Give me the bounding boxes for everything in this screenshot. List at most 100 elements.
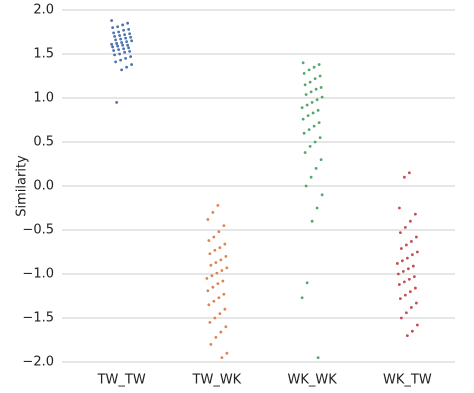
point <box>124 36 128 40</box>
y-tick-label: −1.0 <box>22 267 54 282</box>
point <box>122 47 126 51</box>
point <box>114 38 118 42</box>
point <box>205 277 209 280</box>
point <box>129 35 133 39</box>
point <box>206 218 210 221</box>
point <box>209 263 213 267</box>
point <box>409 306 413 309</box>
point <box>111 26 115 29</box>
point <box>312 65 316 69</box>
point <box>308 145 312 148</box>
point <box>414 301 418 305</box>
point <box>301 61 305 65</box>
point <box>208 252 212 256</box>
point <box>125 65 129 69</box>
point <box>308 80 312 84</box>
point <box>312 124 316 128</box>
point <box>316 108 320 112</box>
point <box>314 167 318 170</box>
point <box>121 23 125 27</box>
point <box>415 250 419 254</box>
point <box>412 275 416 279</box>
point <box>122 28 126 32</box>
point <box>320 95 324 99</box>
point <box>318 136 322 140</box>
point <box>127 46 131 50</box>
point <box>221 279 225 283</box>
point <box>222 292 226 296</box>
point <box>413 212 417 216</box>
point <box>117 48 121 51</box>
point <box>401 269 405 273</box>
point <box>220 269 224 272</box>
point <box>310 219 314 223</box>
point <box>112 31 116 35</box>
point <box>318 74 322 78</box>
point <box>403 293 407 297</box>
point <box>217 296 221 300</box>
point <box>214 335 218 339</box>
point <box>208 321 212 324</box>
point <box>309 175 313 179</box>
point <box>304 93 308 96</box>
point <box>127 27 131 31</box>
point <box>116 44 120 48</box>
point <box>405 256 409 260</box>
y-tick-label: −0.5 <box>22 223 54 238</box>
point <box>307 128 311 132</box>
point <box>211 211 215 214</box>
point <box>314 87 318 91</box>
point <box>404 243 408 247</box>
point <box>215 271 219 275</box>
point <box>410 329 414 333</box>
point <box>317 63 321 66</box>
point <box>119 58 123 62</box>
point <box>111 45 115 49</box>
x-tick-label: WK_TW <box>383 373 432 388</box>
point <box>213 248 217 252</box>
point <box>301 117 305 121</box>
point <box>302 71 306 75</box>
point <box>210 274 214 278</box>
point <box>415 323 419 327</box>
point <box>207 303 211 307</box>
y-tick-label: −2.0 <box>22 355 54 370</box>
x-tick-label: WK_WK <box>287 373 337 388</box>
point <box>304 184 308 188</box>
point <box>407 171 411 175</box>
point <box>224 325 228 329</box>
point <box>118 52 122 56</box>
point <box>129 55 133 59</box>
point <box>313 140 317 144</box>
point <box>400 259 404 263</box>
y-tick-label: 2.0 <box>33 3 54 18</box>
point <box>224 255 228 258</box>
point <box>114 60 118 64</box>
point <box>218 246 222 250</box>
point <box>219 330 223 334</box>
point <box>405 334 409 337</box>
point <box>116 25 120 29</box>
point <box>225 351 229 355</box>
y-tick-label: 0.5 <box>33 135 54 150</box>
point <box>121 43 125 47</box>
y-tick-label: 0.0 <box>33 179 54 194</box>
point <box>311 111 315 115</box>
point <box>207 239 211 242</box>
point <box>214 261 218 264</box>
point <box>309 90 313 94</box>
point <box>110 19 114 22</box>
point <box>313 77 317 81</box>
point <box>302 131 306 135</box>
point <box>213 316 217 320</box>
point <box>397 283 401 286</box>
point <box>126 43 130 47</box>
point <box>216 282 220 286</box>
point <box>303 151 307 154</box>
point <box>414 235 418 239</box>
point <box>212 299 216 303</box>
point <box>307 68 311 72</box>
point <box>120 68 124 72</box>
point <box>317 121 321 125</box>
